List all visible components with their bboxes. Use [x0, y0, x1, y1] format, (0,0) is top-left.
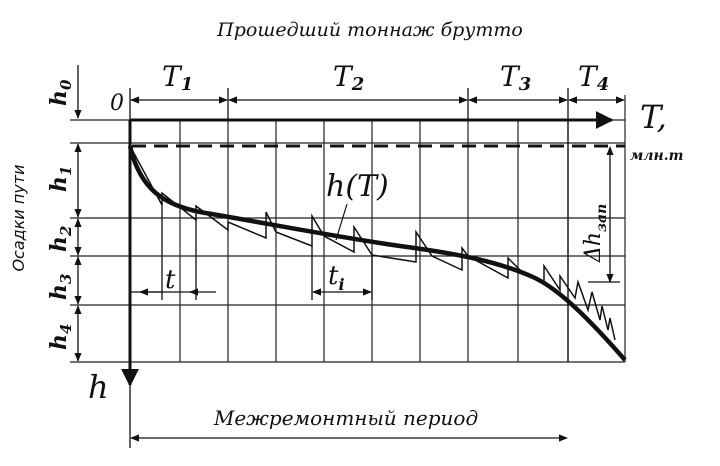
x-axis-symbol: T,	[640, 98, 667, 136]
x-axis-unit: млн.т	[630, 148, 683, 164]
period-label-t1: T1	[162, 60, 193, 95]
settlement-curve	[127, 145, 627, 362]
depth-label-h4: h4	[46, 324, 75, 350]
period-label-t4: T4	[578, 60, 609, 95]
sawtooth-settlement-line	[129, 145, 616, 341]
y-axis-symbol: h	[88, 368, 109, 406]
interval-t-label: t	[165, 265, 176, 295]
origin-label: 0	[110, 91, 124, 116]
depth-label-h3: h3	[46, 274, 75, 300]
inter-repair-period-label: Межремонтный период	[213, 406, 478, 430]
interval-t-dimension	[130, 205, 216, 300]
grid-horizontal	[70, 119, 625, 363]
curve-label: h(T)	[326, 169, 389, 204]
depth-label-h2: h2	[46, 226, 75, 252]
reserve-dimension	[588, 146, 620, 283]
reserve-label: Δhзап	[581, 204, 610, 263]
depth-label-h0: h0	[46, 79, 75, 106]
period-label-t2: T2	[333, 60, 364, 95]
interval-ti-dimension	[311, 246, 373, 300]
y-axis-title: Осадки пути	[9, 164, 28, 271]
period-ticks	[129, 88, 569, 362]
period-label-t3: T3	[500, 60, 531, 95]
depth-label-h1: h1	[46, 166, 75, 192]
diagram-title: Прошедший тоннаж брутто	[216, 19, 523, 41]
grid-vertical	[179, 95, 626, 362]
interval-ti-label: ti	[328, 261, 345, 294]
curve-label-leader	[335, 203, 348, 241]
